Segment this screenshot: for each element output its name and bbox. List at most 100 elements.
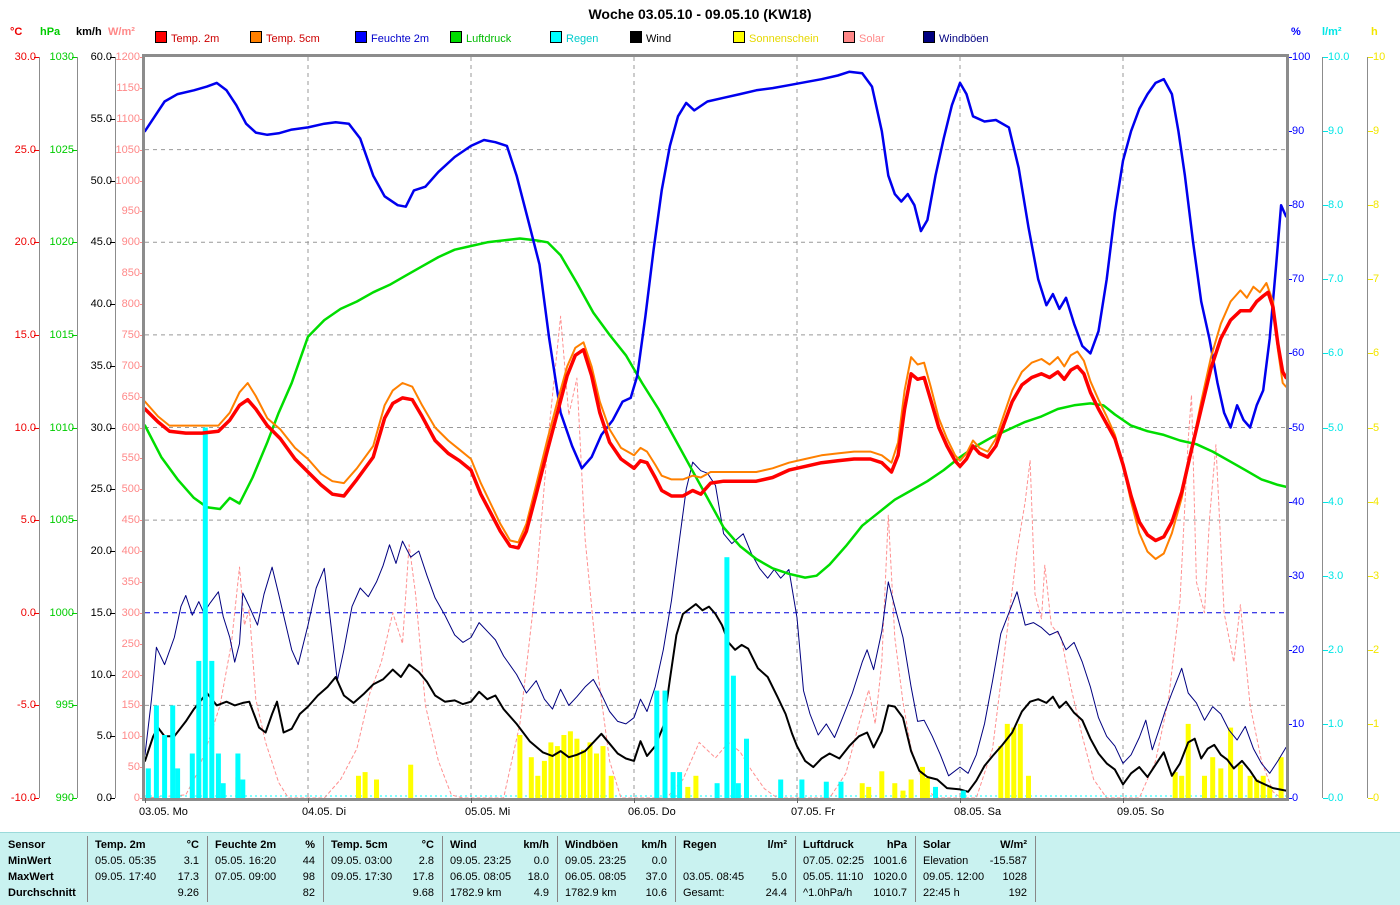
axis-tick bbox=[34, 612, 39, 614]
y-axis-label-pct: 60 bbox=[1292, 347, 1305, 360]
axis-tick bbox=[72, 798, 77, 799]
bar-sonnenschein bbox=[866, 786, 872, 798]
y-axis-label-wm2: 600 bbox=[121, 421, 140, 434]
table-cell: W/m² bbox=[1000, 839, 1027, 851]
x-axis-tick bbox=[960, 798, 961, 803]
y-axis-label-hpa: 1020 bbox=[49, 236, 74, 249]
bar-regen bbox=[735, 783, 741, 798]
bar-regen bbox=[202, 427, 208, 798]
legend-swatch-icon bbox=[355, 31, 367, 43]
table-cell: 09.05. 03:00 bbox=[331, 855, 393, 867]
y-axis-line bbox=[1367, 57, 1368, 798]
y-axis-label-hpa: 1015 bbox=[49, 328, 74, 341]
axis-unit-kmh: km/h bbox=[76, 26, 102, 38]
y-axis-label-kmh: 0.0 bbox=[96, 792, 112, 804]
table-cell: hPa bbox=[886, 839, 907, 851]
bar-sonnenschein bbox=[1254, 779, 1260, 798]
axis-tick bbox=[34, 520, 39, 522]
table-cell: 0.0 bbox=[533, 855, 549, 867]
table-divider bbox=[915, 836, 916, 902]
axis-tick bbox=[1368, 723, 1373, 725]
y-axis-label-wm2: 1150 bbox=[116, 81, 140, 94]
bar-sonnenschein bbox=[998, 746, 1004, 798]
table-cell: 0.0 bbox=[651, 855, 667, 867]
y-axis-label-hr: 10 bbox=[1373, 51, 1386, 63]
table-divider bbox=[557, 836, 558, 902]
axis-tick bbox=[1287, 353, 1292, 355]
bar-sonnenschein bbox=[574, 738, 580, 798]
axis-tick bbox=[1368, 501, 1373, 503]
axis-tick bbox=[1287, 575, 1292, 577]
x-axis-label: 04.05. Di bbox=[302, 806, 347, 818]
bar-regen bbox=[170, 705, 176, 798]
bar-sonnenschein bbox=[600, 746, 606, 798]
bar-sonnenschein bbox=[554, 746, 560, 798]
table-cell: Temp. 2m bbox=[95, 839, 146, 851]
y-axis-label-hr: 6 bbox=[1373, 347, 1380, 360]
legend-label: Regen bbox=[566, 33, 599, 45]
legend-item-9: Windböen bbox=[923, 31, 989, 45]
y-axis-label-lm2: 3.0 bbox=[1328, 569, 1344, 582]
y-axis-label-hpa: 1030 bbox=[49, 51, 74, 63]
table-cell: 98 bbox=[302, 871, 315, 883]
table-cell: 9.68 bbox=[412, 887, 434, 899]
table-row-label: Durchschnitt bbox=[8, 887, 76, 899]
table-cell: 09.05. 23:25 bbox=[565, 855, 627, 867]
bar-sonnenschein bbox=[581, 749, 586, 798]
series-line-feuchte-2m bbox=[145, 70, 1286, 470]
table-cell: Luftdruck bbox=[803, 839, 854, 851]
axis-tick bbox=[1323, 279, 1328, 281]
legend-swatch-icon bbox=[250, 31, 262, 43]
table-cell: 03.05. 08:45 bbox=[683, 871, 745, 883]
axis-unit-lm2: l/m² bbox=[1322, 26, 1342, 38]
table-divider bbox=[87, 836, 88, 902]
axis-tick bbox=[1323, 649, 1328, 651]
y-axis-label-hpa: 995 bbox=[55, 699, 74, 712]
axis-tick bbox=[1323, 131, 1328, 133]
y-axis-label-wm2: 400 bbox=[121, 545, 140, 557]
y-axis-label-pct: 30 bbox=[1292, 569, 1305, 582]
table-row-label: MinWert bbox=[8, 855, 52, 867]
y-axis-label-hpa: 1025 bbox=[49, 143, 74, 156]
bar-regen bbox=[235, 753, 241, 798]
axis-tick bbox=[1323, 427, 1328, 429]
bar-sonnenschein bbox=[528, 757, 534, 798]
y-axis-label-wm2: 450 bbox=[121, 514, 140, 527]
axis-tick bbox=[34, 334, 39, 336]
bar-sonnenschein bbox=[1267, 786, 1273, 798]
table-cell: °C bbox=[421, 839, 434, 851]
table-divider bbox=[323, 836, 324, 902]
table-cell: 37.0 bbox=[645, 871, 667, 883]
y-axis-label-lm2: 7.0 bbox=[1328, 273, 1344, 286]
y-axis-label-pct: 70 bbox=[1292, 273, 1305, 286]
table-row-label: Sensor bbox=[8, 839, 46, 851]
table-cell: 18.0 bbox=[527, 871, 549, 883]
y-axis-label-hr: 1 bbox=[1373, 717, 1380, 730]
y-axis-label-lm2: 4.0 bbox=[1328, 495, 1344, 508]
chart-plot-area bbox=[142, 54, 1289, 801]
table-cell: 1010.7 bbox=[873, 887, 907, 899]
axis-tick bbox=[110, 180, 115, 182]
axis-tick bbox=[72, 427, 77, 429]
stats-table: Sensor MinWert MaxWert Durchschnitt Temp. 2m… bbox=[0, 832, 1400, 905]
y-axis-label-hr: 9 bbox=[1373, 125, 1380, 138]
legend-swatch-icon bbox=[923, 31, 935, 43]
axis-tick bbox=[34, 705, 39, 707]
bar-sonnenschein bbox=[892, 783, 898, 798]
axis-tick bbox=[110, 57, 115, 58]
y-axis-label-pct: 50 bbox=[1292, 421, 1305, 434]
y-axis-label-temp: 20.0 bbox=[14, 236, 36, 249]
table-divider bbox=[1035, 836, 1036, 902]
bar-sonnenschein bbox=[356, 775, 361, 798]
legend-label: Luftdruck bbox=[466, 33, 512, 45]
table-cell: ^1.0hPa/h bbox=[803, 887, 853, 899]
y-axis-label-pct: 80 bbox=[1292, 199, 1305, 212]
legend-item-7: Sonnenschein bbox=[733, 31, 819, 45]
bar-regen bbox=[220, 783, 226, 798]
y-axis-label-temp: 30.0 bbox=[14, 51, 36, 63]
table-cell: 3.1 bbox=[183, 855, 199, 867]
axis-tick bbox=[1323, 353, 1328, 355]
table-cell: Gesamt: bbox=[683, 887, 725, 899]
table-cell: 24.4 bbox=[765, 887, 787, 899]
bar-regen bbox=[145, 768, 151, 798]
